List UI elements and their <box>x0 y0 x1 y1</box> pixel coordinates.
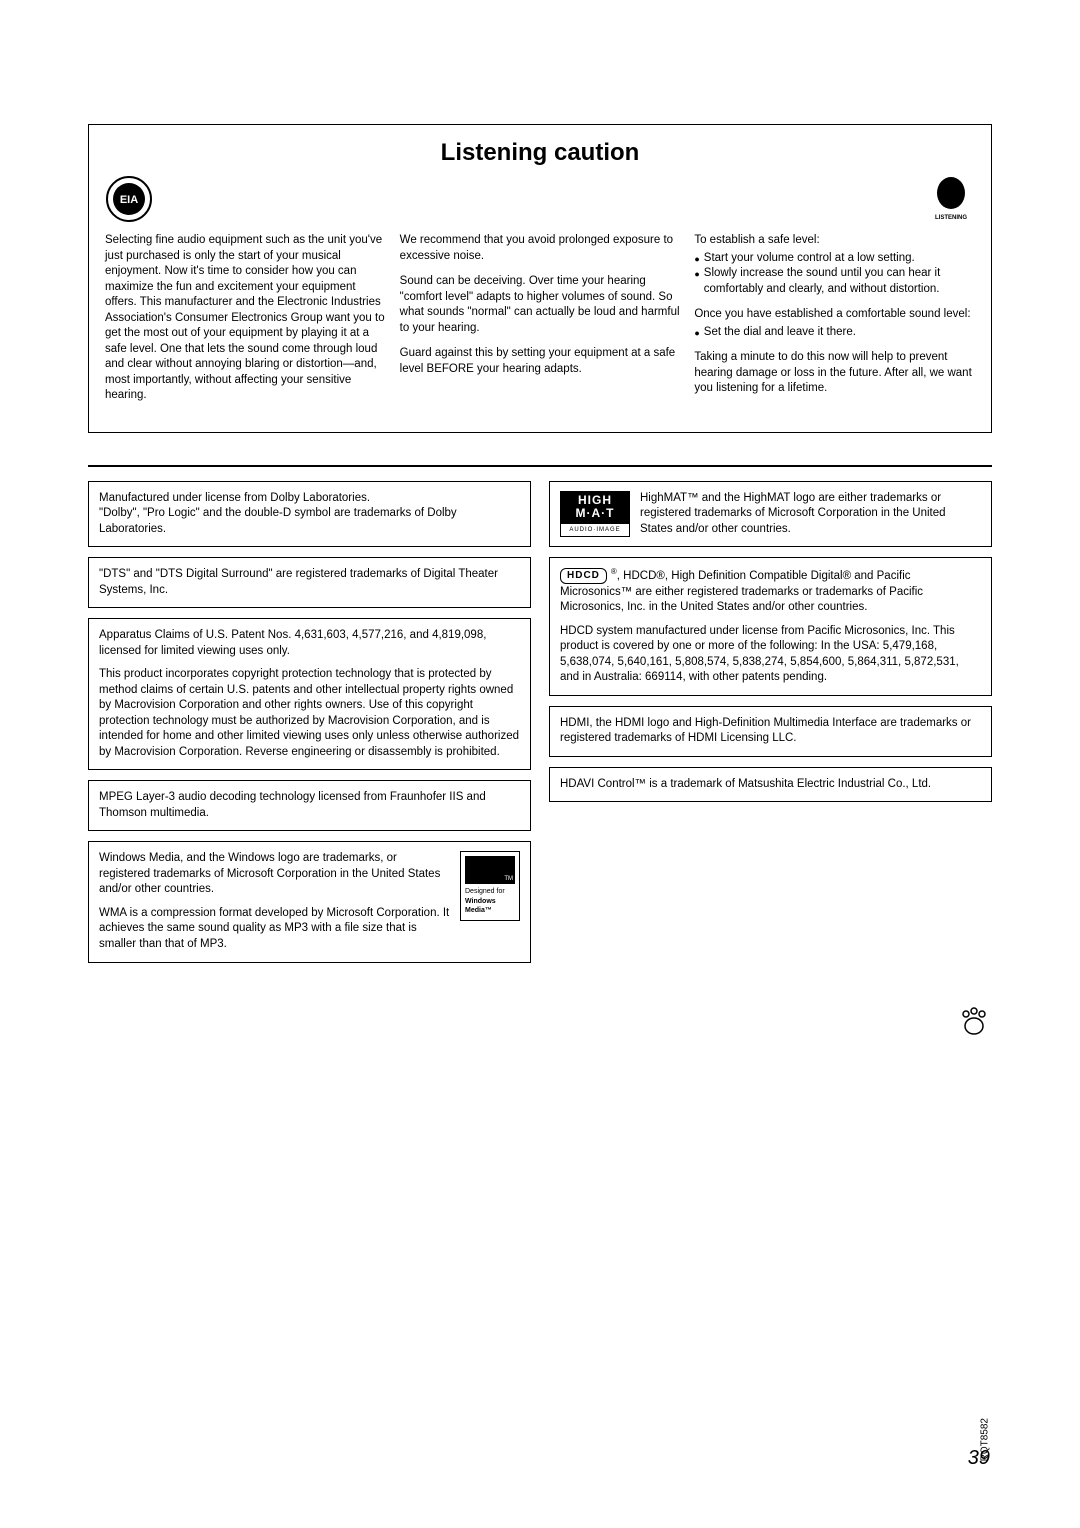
svg-text:EIA: EIA <box>120 194 138 206</box>
page-number: 39 <box>968 1447 990 1470</box>
legal-text: HDCD system manufactured under license f… <box>560 624 981 686</box>
highmat-logo-icon: HIGHM·A·T AUDIO·IMAGE <box>560 491 630 537</box>
bullet-item: Set the dial and leave it there. <box>694 325 975 341</box>
paw-icon <box>958 1006 990 1038</box>
wm-media-text: Windows Media™ <box>465 897 515 916</box>
eia-logo-icon: EIA <box>105 175 153 223</box>
windows-media-logo-icon: Designed for Windows Media™ <box>460 851 520 920</box>
hdcd-notice: HDCD®, HDCD®, High Definition Compatible… <box>549 557 992 695</box>
bullet-text: Start your volume control at a low setti… <box>704 251 915 267</box>
svg-text:LISTENING: LISTENING <box>935 215 967 221</box>
dts-notice: "DTS" and "DTS Digital Surround" are reg… <box>88 557 531 608</box>
caution-text: To establish a safe level: <box>694 233 975 249</box>
mpeg-notice: MPEG Layer-3 audio decoding technology l… <box>88 780 531 831</box>
legal-text: HDAVI Control™ is a trademark of Matsush… <box>560 777 981 793</box>
highmat-notice: HIGHM·A·T AUDIO·IMAGE HighMAT™ and the H… <box>549 481 992 548</box>
caution-col-1: Selecting fine audio equipment such as t… <box>105 233 386 414</box>
legal-text: HighMAT™ and the HighMAT logo are either… <box>640 491 981 538</box>
legal-text: This product incorporates copyright prot… <box>99 667 520 760</box>
dolby-notice: Manufactured under license from Dolby La… <box>88 481 531 548</box>
legal-notices: Manufactured under license from Dolby La… <box>88 481 992 963</box>
legal-text: Apparatus Claims of U.S. Patent Nos. 4,6… <box>99 628 520 659</box>
legal-col-left: Manufactured under license from Dolby La… <box>88 481 531 963</box>
legal-text: HDCD®, HDCD®, High Definition Compatible… <box>560 567 981 615</box>
legal-text: Windows Media, and the Windows logo are … <box>99 851 450 898</box>
caution-text: Taking a minute to do this now will help… <box>694 350 975 397</box>
legal-text: MPEG Layer-3 audio decoding technology l… <box>99 790 520 821</box>
bullet-text: Slowly increase the sound until you can … <box>704 266 975 297</box>
legal-col-right: HIGHM·A·T AUDIO·IMAGE HighMAT™ and the H… <box>549 481 992 963</box>
macrovision-notice: Apparatus Claims of U.S. Patent Nos. 4,6… <box>88 618 531 770</box>
page-content: Listening caution EIA LISTENING Selectin… <box>88 124 992 963</box>
hm-bot-text: AUDIO·IMAGE <box>560 523 630 537</box>
bullet-text: Set the dial and leave it there. <box>704 325 856 341</box>
caution-col-2: We recommend that you avoid prolonged ex… <box>400 233 681 414</box>
hdcd-logo-icon: HDCD <box>560 568 607 584</box>
legal-text: "DTS" and "DTS Digital Surround" are reg… <box>99 567 520 598</box>
caution-text: Selecting fine audio equipment such as t… <box>105 233 386 404</box>
caution-text: Once you have established a comfortable … <box>694 307 975 323</box>
caution-columns: Selecting fine audio equipment such as t… <box>105 233 975 414</box>
hdavi-notice: HDAVI Control™ is a trademark of Matsush… <box>549 767 992 803</box>
hm-top-text: HIGH <box>578 493 612 507</box>
section-divider <box>88 465 992 467</box>
caution-text: Sound can be deceiving. Over time your h… <box>400 274 681 336</box>
wm-designed-text: Designed for <box>465 887 515 896</box>
caution-title: Listening caution <box>105 139 975 167</box>
legal-text: WMA is a compression format developed by… <box>99 906 450 953</box>
legal-text: HDMI, the HDMI logo and High-Definition … <box>560 716 981 747</box>
hm-mid-text: M·A·T <box>576 506 615 520</box>
logo-row: EIA LISTENING <box>105 175 975 223</box>
hdmi-notice: HDMI, the HDMI logo and High-Definition … <box>549 706 992 757</box>
caution-text: We recommend that you avoid prolonged ex… <box>400 233 681 264</box>
bullet-item: Start your volume control at a low setti… <box>694 251 975 267</box>
windows-media-notice: Windows Media, and the Windows logo are … <box>88 841 531 962</box>
hdcd-text: , HDCD®, High Definition Compatible Digi… <box>560 570 923 613</box>
listening-logo-icon: LISTENING <box>927 175 975 223</box>
listening-caution-box: Listening caution EIA LISTENING Selectin… <box>88 124 992 433</box>
caution-text: Guard against this by setting your equip… <box>400 346 681 377</box>
bullet-item: Slowly increase the sound until you can … <box>694 266 975 297</box>
legal-text: Manufactured under license from Dolby La… <box>99 491 520 538</box>
caution-col-3: To establish a safe level: Start your vo… <box>694 233 975 414</box>
